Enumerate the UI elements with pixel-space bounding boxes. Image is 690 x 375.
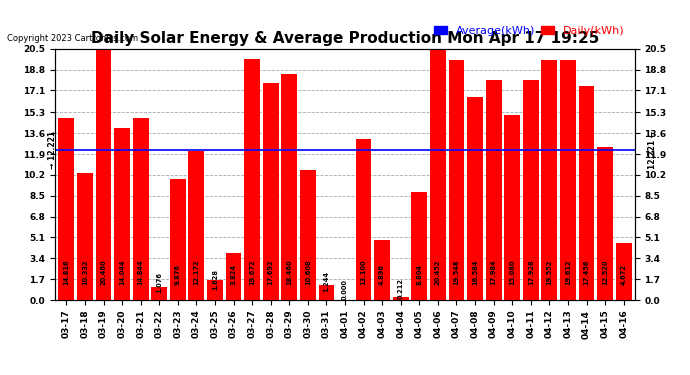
Bar — [170, 179, 186, 300]
Text: 1.628: 1.628 — [212, 269, 218, 290]
Text: 17.984: 17.984 — [491, 260, 497, 285]
Text: 17.456: 17.456 — [584, 260, 589, 285]
Bar — [560, 60, 576, 300]
Text: 18.460: 18.460 — [286, 260, 293, 285]
Bar — [486, 80, 502, 300]
Text: 1.076: 1.076 — [156, 272, 162, 293]
Bar — [132, 118, 148, 300]
Bar — [282, 74, 297, 300]
Text: 10.332: 10.332 — [82, 260, 88, 285]
Text: 17.692: 17.692 — [268, 260, 274, 285]
Bar — [430, 50, 446, 300]
Bar — [226, 253, 241, 300]
Bar — [393, 297, 408, 300]
Text: 19.672: 19.672 — [249, 260, 255, 285]
Text: 9.876: 9.876 — [175, 264, 181, 285]
Text: 0.000: 0.000 — [342, 279, 348, 300]
Legend: Average(kWh), Daily(kWh): Average(kWh), Daily(kWh) — [429, 22, 629, 40]
Text: 4.672: 4.672 — [620, 264, 627, 285]
Text: 14.816: 14.816 — [63, 260, 70, 285]
Text: 19.612: 19.612 — [565, 260, 571, 285]
Bar — [188, 151, 204, 300]
Text: 3.824: 3.824 — [230, 264, 237, 285]
Text: 1.244: 1.244 — [324, 272, 329, 292]
Bar — [523, 80, 539, 300]
Title: Daily Solar Energy & Average Production Mon Apr 17 19:25: Daily Solar Energy & Average Production … — [91, 31, 599, 46]
Text: → 12.221: → 12.221 — [48, 131, 57, 169]
Text: 20.452: 20.452 — [435, 260, 441, 285]
Bar — [448, 60, 464, 300]
Bar — [467, 97, 483, 300]
Text: 13.100: 13.100 — [361, 260, 366, 285]
Text: 4.896: 4.896 — [379, 264, 385, 285]
Bar — [355, 140, 371, 300]
Text: 12.172: 12.172 — [193, 260, 199, 285]
Bar — [77, 173, 93, 300]
Text: 19.552: 19.552 — [546, 260, 553, 285]
Text: 14.044: 14.044 — [119, 260, 125, 285]
Text: 12.520: 12.520 — [602, 260, 608, 285]
Bar — [300, 170, 316, 300]
Bar — [597, 147, 613, 300]
Bar — [263, 83, 279, 300]
Bar — [374, 240, 390, 300]
Text: 19.548: 19.548 — [453, 260, 460, 285]
Bar — [114, 128, 130, 300]
Bar — [96, 49, 111, 300]
Text: 20.460: 20.460 — [101, 260, 106, 285]
Bar — [542, 60, 558, 300]
Text: 12.221 ←: 12.221 ← — [648, 131, 657, 169]
Text: 15.080: 15.080 — [509, 260, 515, 285]
Bar — [504, 115, 520, 300]
Bar — [615, 243, 631, 300]
Bar — [244, 59, 260, 300]
Text: 0.212: 0.212 — [397, 278, 404, 299]
Text: 8.804: 8.804 — [416, 264, 422, 285]
Text: 17.928: 17.928 — [528, 260, 534, 285]
Text: 10.608: 10.608 — [305, 260, 311, 285]
Text: Copyright 2023 Cartronics.com: Copyright 2023 Cartronics.com — [7, 34, 138, 43]
Bar — [59, 118, 75, 300]
Bar — [579, 86, 594, 300]
Bar — [319, 285, 335, 300]
Bar — [151, 287, 167, 300]
Bar — [207, 280, 223, 300]
Bar — [411, 192, 427, 300]
Text: 14.844: 14.844 — [137, 260, 144, 285]
Text: 16.584: 16.584 — [472, 260, 478, 285]
